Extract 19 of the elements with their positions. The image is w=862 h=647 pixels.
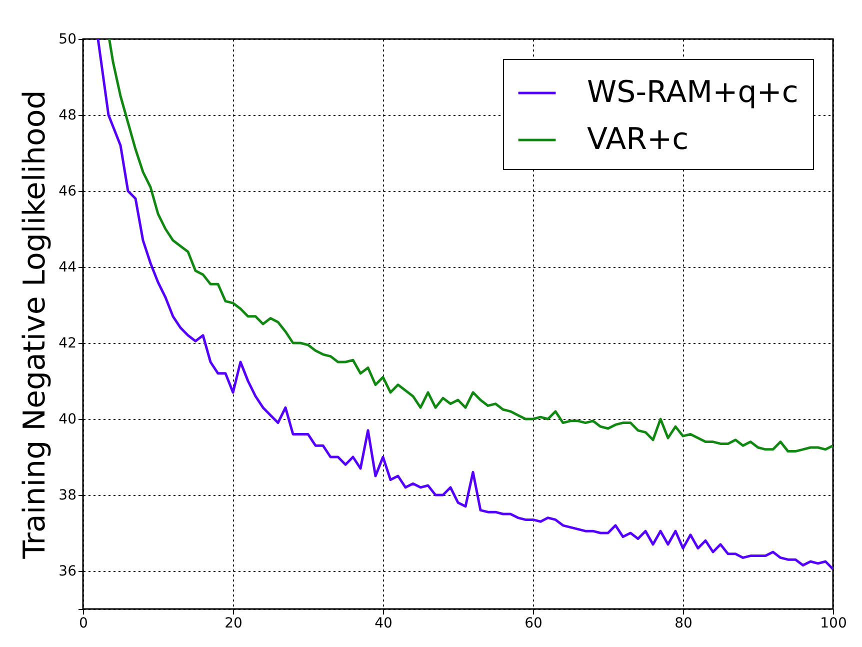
y-tick-label: 36 bbox=[58, 564, 77, 580]
legend-label: VAR+c bbox=[587, 122, 689, 157]
y-tick-label: 50 bbox=[58, 32, 76, 48]
x-tick-label: 60 bbox=[524, 616, 542, 632]
line-series bbox=[96, 39, 833, 570]
x-tick-label: 80 bbox=[674, 616, 692, 632]
x-tick-label: 20 bbox=[224, 616, 242, 632]
x-tick-label: 0 bbox=[79, 616, 88, 632]
x-tick-label: 100 bbox=[820, 616, 847, 632]
line-series bbox=[108, 39, 833, 453]
y-tick-label: 44 bbox=[58, 260, 77, 276]
y-axis-title: Training Negative Loglikelihood bbox=[18, 90, 53, 560]
y-tick-label: 42 bbox=[58, 336, 76, 352]
x-tick-label: 40 bbox=[374, 616, 392, 632]
y-tick-label: 40 bbox=[58, 412, 76, 428]
y-tick-label: 48 bbox=[58, 108, 76, 124]
y-tick-label: 46 bbox=[58, 184, 77, 200]
y-tick-label: 38 bbox=[58, 488, 76, 504]
legend-label: WS-RAM+q+c bbox=[587, 75, 798, 110]
